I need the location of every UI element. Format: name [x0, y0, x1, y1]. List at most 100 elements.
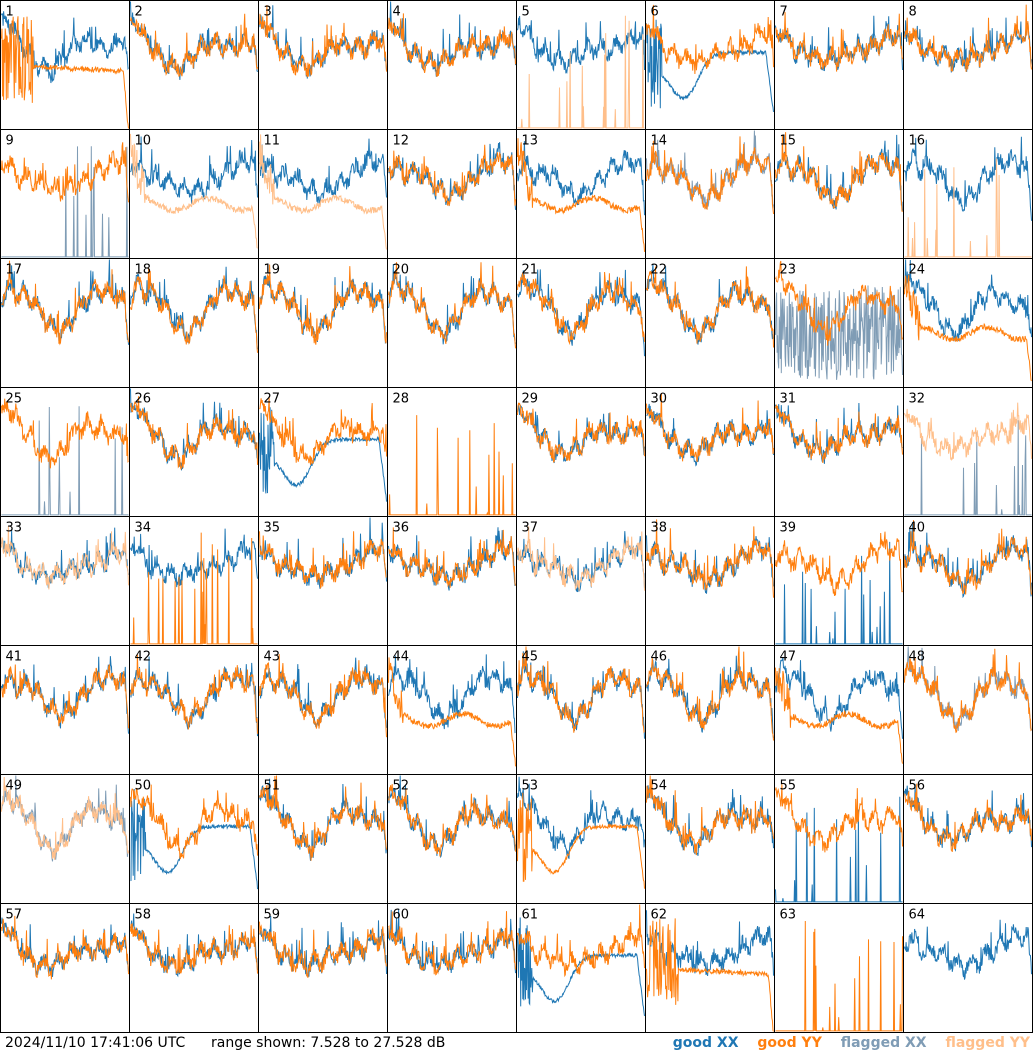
series-yy-line: [517, 904, 645, 978]
series-xx-line: [517, 917, 645, 1017]
panel-label: 59: [264, 908, 281, 923]
panel-frame: [774, 774, 904, 904]
panel-label: 45: [522, 650, 539, 665]
series-yy-line: [388, 144, 516, 206]
series-yy-line: [130, 532, 258, 645]
series-xx-line: [1, 775, 129, 862]
series-xx-line: [1, 146, 129, 258]
panel-label: 43: [264, 650, 281, 665]
series-yy-line: [904, 274, 1032, 382]
series-xx-line: [130, 528, 258, 588]
panel-label: 12: [393, 134, 410, 149]
panel-53: 53: [516, 774, 646, 904]
panel-label: 62: [651, 908, 668, 923]
panel-43: 43: [258, 645, 388, 775]
series-xx-line: [775, 657, 903, 739]
panel-64: 64: [903, 903, 1033, 1033]
panel-7: 7: [774, 0, 904, 130]
panel-label: 38: [651, 521, 668, 536]
panel-1: 1: [0, 0, 130, 130]
series-yy-line: [130, 133, 258, 249]
series-yy-line: [775, 531, 903, 596]
series-yy-line: [1, 142, 129, 203]
panel-62: 62: [645, 903, 775, 1033]
series-xx-line: [1, 406, 129, 516]
panel-label: 2: [135, 5, 143, 20]
panel-41: 41: [0, 645, 130, 775]
panel-label: 60: [393, 908, 410, 923]
series-yy-line: [646, 918, 774, 1032]
series-xx-line: [517, 776, 645, 860]
footer: 2024/11/10 17:41:06 UTC range shown: 7.5…: [0, 1033, 1033, 1053]
panel-label: 24: [909, 263, 926, 278]
panel-label: 10: [135, 134, 152, 149]
panel-32: 32: [903, 387, 1033, 517]
panel-55: 55: [774, 774, 904, 904]
series-yy-line: [388, 911, 516, 976]
series-yy-line: [388, 262, 516, 349]
panel-label: 17: [6, 263, 23, 278]
series-yy-line: [388, 527, 516, 588]
series-yy-line: [646, 519, 774, 598]
panel-50: 50: [129, 774, 259, 904]
panel-label: 34: [135, 521, 152, 536]
series-yy-line: [775, 260, 903, 346]
panel-label: 48: [909, 650, 926, 665]
panel-label: 3: [264, 5, 272, 20]
panel-label: 30: [651, 392, 668, 407]
series-yy-line: [775, 12, 903, 72]
panel-47: 47: [774, 645, 904, 775]
panel-52: 52: [387, 774, 517, 904]
panel-label: 52: [393, 779, 410, 794]
legend-flagged-xx: flagged XX: [840, 1035, 927, 1051]
series-yy-line: [130, 784, 258, 860]
panel-28: 28: [387, 387, 517, 517]
panel-label: 27: [264, 392, 281, 407]
range-text: range shown: 7.528 to 27.528 dB: [211, 1035, 446, 1051]
series-yy-line: [1, 525, 129, 590]
panel-label: 4: [393, 5, 401, 20]
panel-label: 14: [651, 134, 668, 149]
panel-label: 5: [522, 5, 530, 20]
panel-20: 20: [387, 258, 517, 388]
series-xx-line: [904, 259, 1032, 342]
series-yy-line: [259, 264, 387, 345]
panel-label: 39: [780, 521, 797, 536]
series-xx-line: [388, 654, 516, 734]
panel-3: 3: [258, 0, 388, 130]
legend-flagged-yy: flagged YY: [945, 1035, 1030, 1051]
panel-label: 1: [6, 5, 14, 20]
panel-44: 44: [387, 645, 517, 775]
panel-34: 34: [129, 516, 259, 646]
series-yy-line: [388, 415, 516, 516]
series-yy-line: [130, 267, 258, 353]
series-yy-line: [259, 775, 387, 861]
series-xx-line: [904, 420, 1032, 516]
panel-9: 9: [0, 129, 130, 259]
panel-frame: [387, 0, 517, 130]
panel-label: 50: [135, 779, 152, 794]
series-yy-line: [517, 138, 645, 252]
panel-46: 46: [645, 645, 775, 775]
panel-frame: [0, 903, 130, 1033]
series-yy-line: [259, 4, 387, 78]
panel-label: 37: [522, 521, 539, 536]
panel-label: 20: [393, 263, 410, 278]
series-yy-line: [646, 136, 774, 215]
series-yy-line: [775, 667, 903, 764]
series-xx-line: [775, 541, 903, 645]
panel-label: 16: [909, 134, 926, 149]
panel-57: 57: [0, 903, 130, 1033]
series-yy-line: [130, 923, 258, 974]
panel-8: 8: [903, 0, 1033, 130]
panel-42: 42: [129, 645, 259, 775]
panel-24: 24: [903, 258, 1033, 388]
panel-56: 56: [903, 774, 1033, 904]
series-yy-line: [775, 784, 903, 853]
panel-label: 41: [6, 650, 23, 665]
panel-label: 18: [135, 263, 152, 278]
panel-36: 36: [387, 516, 517, 646]
series-yy-line: [1, 260, 129, 346]
panel-4: 4: [387, 0, 517, 130]
